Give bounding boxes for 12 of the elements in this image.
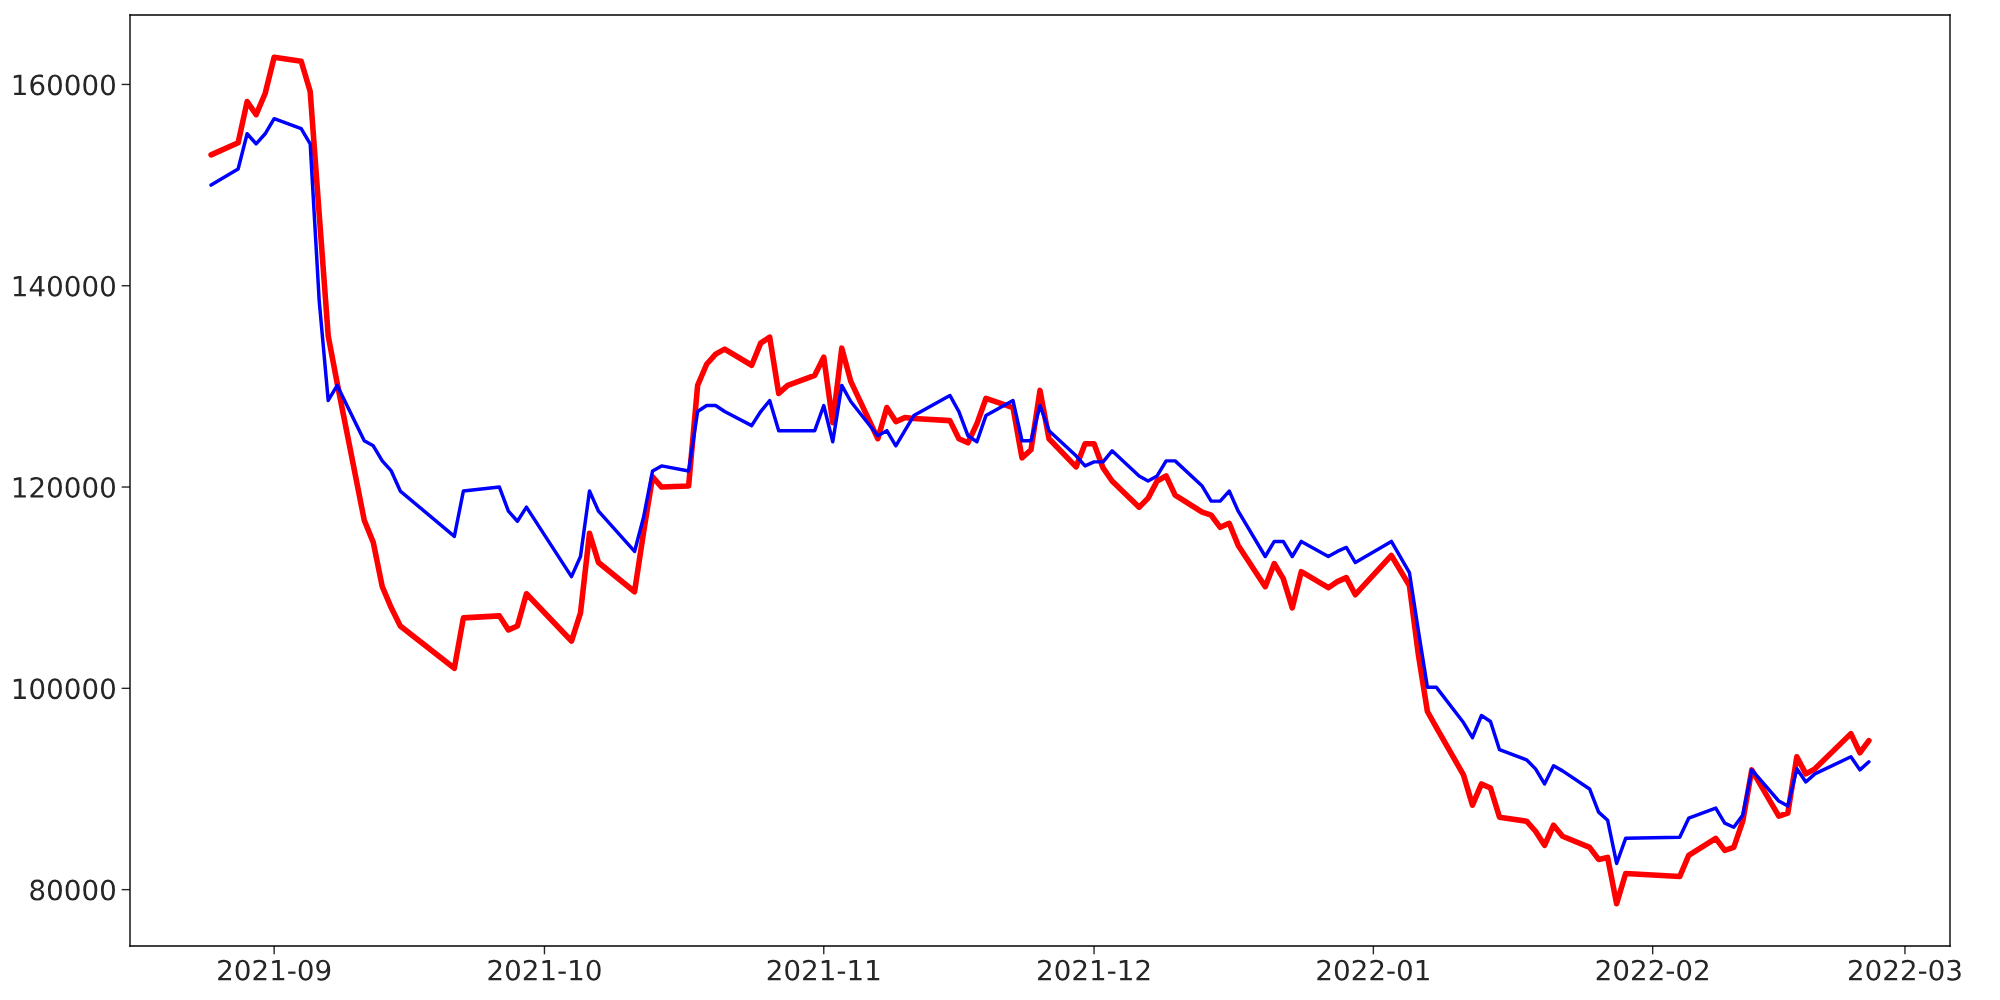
x-tick-label: 2022-01 bbox=[1317, 959, 1429, 981]
x-tick-label: 2021-12 bbox=[1038, 959, 1150, 981]
x-tick-label: 2022-02 bbox=[1596, 959, 1708, 981]
x-tick-label: 2022-03 bbox=[1848, 959, 1961, 981]
y-tick-label: 100000 bbox=[13, 678, 115, 700]
x-tick-label: 2021-10 bbox=[488, 959, 601, 981]
y-tick-label: 160000 bbox=[13, 74, 115, 96]
x-tick-label: 2021-11 bbox=[767, 959, 880, 981]
x-tick-label: 2021-09 bbox=[218, 959, 331, 981]
y-tick-label: 140000 bbox=[13, 275, 115, 297]
y-tick-label: 80000 bbox=[30, 879, 115, 901]
y-tick-label: 120000 bbox=[13, 476, 115, 498]
